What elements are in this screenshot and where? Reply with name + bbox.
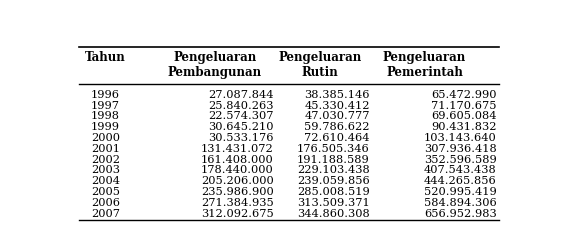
Text: 2005: 2005 bbox=[91, 186, 120, 196]
Text: 90.431.832: 90.431.832 bbox=[431, 122, 497, 132]
Text: 407.543.438: 407.543.438 bbox=[424, 165, 497, 175]
Text: 30.533.176: 30.533.176 bbox=[208, 133, 274, 142]
Text: Pengeluaran
Pembangunan: Pengeluaran Pembangunan bbox=[168, 51, 262, 79]
Text: 191.188.589: 191.188.589 bbox=[297, 154, 370, 164]
Text: 352.596.589: 352.596.589 bbox=[424, 154, 497, 164]
Text: 45.330.412: 45.330.412 bbox=[305, 100, 370, 110]
Text: Tahun: Tahun bbox=[85, 51, 126, 64]
Text: 307.936.418: 307.936.418 bbox=[424, 143, 497, 153]
Text: 1999: 1999 bbox=[91, 122, 120, 132]
Text: 584.894.306: 584.894.306 bbox=[424, 197, 497, 207]
Text: 30.645.210: 30.645.210 bbox=[208, 122, 274, 132]
Text: 176.505.346: 176.505.346 bbox=[297, 143, 370, 153]
Text: 27.087.844: 27.087.844 bbox=[208, 89, 274, 99]
Text: 178.440.000: 178.440.000 bbox=[201, 165, 274, 175]
Text: 161.408.000: 161.408.000 bbox=[201, 154, 274, 164]
Text: 1996: 1996 bbox=[91, 89, 120, 99]
Text: 344.860.308: 344.860.308 bbox=[297, 208, 370, 218]
Text: 22.574.307: 22.574.307 bbox=[208, 111, 274, 121]
Text: 520.995.419: 520.995.419 bbox=[424, 186, 497, 196]
Text: 65.472.990: 65.472.990 bbox=[431, 89, 497, 99]
Text: 2004: 2004 bbox=[91, 175, 120, 185]
Text: 2003: 2003 bbox=[91, 165, 120, 175]
Text: 72.610.464: 72.610.464 bbox=[305, 133, 370, 142]
Text: 656.952.983: 656.952.983 bbox=[424, 208, 497, 218]
Text: 47.030.777: 47.030.777 bbox=[305, 111, 370, 121]
Text: 131.431.072: 131.431.072 bbox=[201, 143, 274, 153]
Text: 205.206.000: 205.206.000 bbox=[201, 175, 274, 185]
Text: 2002: 2002 bbox=[91, 154, 120, 164]
Text: 69.605.084: 69.605.084 bbox=[431, 111, 497, 121]
Text: 444.265.856: 444.265.856 bbox=[424, 175, 497, 185]
Text: Pengeluaran
Pemerintah: Pengeluaran Pemerintah bbox=[383, 51, 466, 79]
Text: 271.384.935: 271.384.935 bbox=[201, 197, 274, 207]
Text: 59.786.622: 59.786.622 bbox=[305, 122, 370, 132]
Text: 25.840.263: 25.840.263 bbox=[208, 100, 274, 110]
Text: 2007: 2007 bbox=[91, 208, 120, 218]
Text: 2006: 2006 bbox=[91, 197, 120, 207]
Text: 229.103.438: 229.103.438 bbox=[297, 165, 370, 175]
Text: Pengeluaran
Rutin: Pengeluaran Rutin bbox=[278, 51, 362, 79]
Text: 313.509.371: 313.509.371 bbox=[297, 197, 370, 207]
Text: 2001: 2001 bbox=[91, 143, 120, 153]
Text: 71.170.675: 71.170.675 bbox=[431, 100, 497, 110]
Text: 239.059.856: 239.059.856 bbox=[297, 175, 370, 185]
Text: 38.385.146: 38.385.146 bbox=[305, 89, 370, 99]
Text: 285.008.519: 285.008.519 bbox=[297, 186, 370, 196]
Text: 2000: 2000 bbox=[91, 133, 120, 142]
Text: 312.092.675: 312.092.675 bbox=[201, 208, 274, 218]
Text: 103.143.640: 103.143.640 bbox=[424, 133, 497, 142]
Text: 1997: 1997 bbox=[91, 100, 120, 110]
Text: 1998: 1998 bbox=[91, 111, 120, 121]
Text: 235.986.900: 235.986.900 bbox=[201, 186, 274, 196]
